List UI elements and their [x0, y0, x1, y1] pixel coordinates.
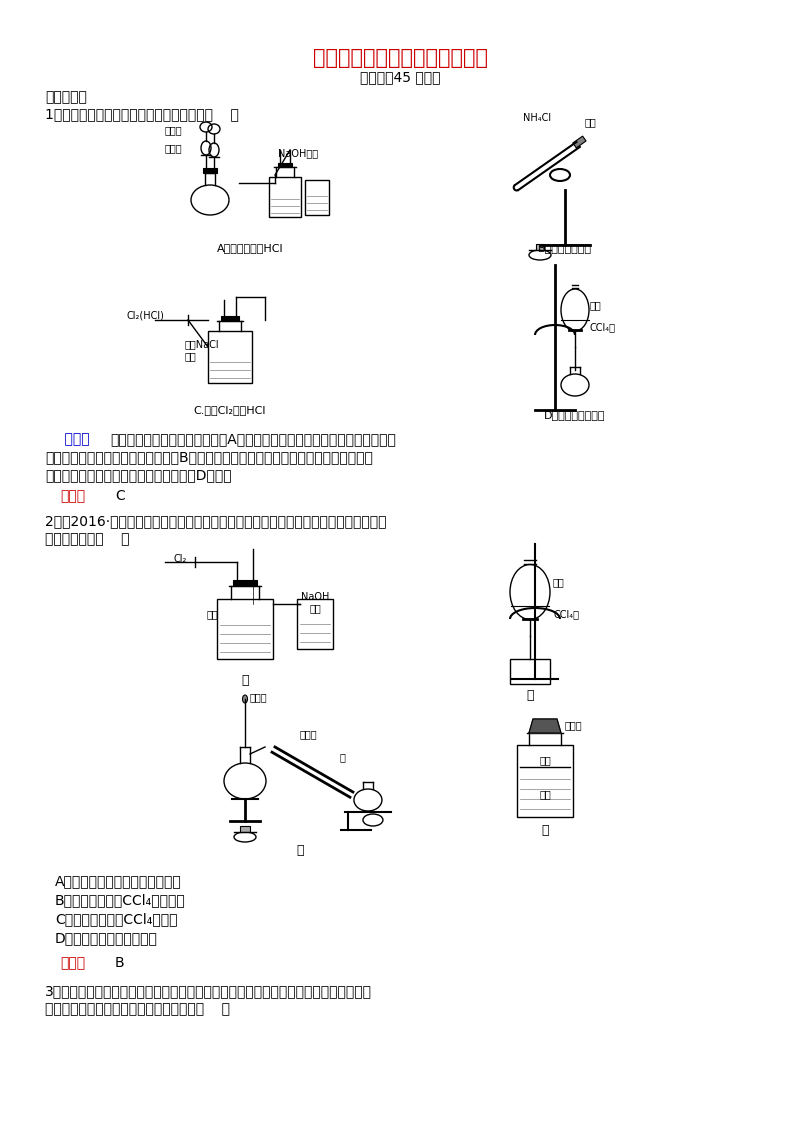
Text: 液硫酸: 液硫酸: [165, 125, 182, 135]
Text: NH₄Cl: NH₄Cl: [523, 113, 551, 123]
Text: 苯取液: 苯取液: [300, 729, 318, 739]
Text: B．实验室制氨气: B．实验室制氨气: [538, 243, 592, 252]
Text: B: B: [115, 957, 125, 970]
Text: 物质的制备、分离、提纯与检验: 物质的制备、分离、提纯与检验: [313, 48, 487, 68]
Bar: [217, 599, 273, 659]
Text: NaOH溶液: NaOH溶液: [278, 148, 318, 158]
Text: 又生成氯化铵，所以得不到氨气，故B错误；分离沸点不同的液体混合物可以采用蒸馏的: 又生成氯化铵，所以得不到氨气，故B错误；分离沸点不同的液体混合物可以采用蒸馏的: [45, 451, 373, 464]
Text: 实验目的的是（    ）: 实验目的的是（ ）: [45, 532, 130, 546]
Text: CCl₄层: CCl₄层: [590, 321, 616, 332]
Text: 水层: 水层: [553, 577, 565, 588]
Text: B．用装置乙分离CCl₄层和水层: B．用装置乙分离CCl₄层和水层: [55, 893, 186, 907]
Text: 一、选择题: 一、选择题: [45, 91, 87, 104]
Text: 棉花: 棉花: [584, 117, 596, 127]
Text: 解析：: 解析：: [45, 432, 90, 446]
Text: 乙: 乙: [526, 689, 534, 702]
Bar: [573, 136, 586, 148]
Text: 水: 水: [340, 752, 346, 762]
Text: 溶液倒吸导致得不到氯化氢，故A错误；氯化铵加热时分解，冷却时在导管口: 溶液倒吸导致得不到氯化氢，故A错误；氯化铵加热时分解，冷却时在导管口: [110, 432, 396, 446]
Text: 答案：: 答案：: [60, 489, 85, 503]
Text: （限时：45 分钟）: （限时：45 分钟）: [360, 70, 440, 84]
Text: NaOH
溶液: NaOH 溶液: [301, 592, 329, 614]
Text: C.除去Cl₂中的HCl: C.除去Cl₂中的HCl: [194, 405, 266, 415]
Bar: [269, 177, 301, 217]
Text: 答案：: 答案：: [60, 957, 85, 970]
Text: 橡皮塞: 橡皮塞: [565, 720, 582, 730]
Text: 液溴: 液溴: [539, 789, 551, 799]
Text: 丁: 丁: [542, 824, 549, 837]
Text: 饱和NaCl
溶液: 饱和NaCl 溶液: [185, 340, 220, 361]
Text: C: C: [115, 489, 125, 503]
Bar: [208, 331, 252, 383]
Bar: [517, 745, 573, 817]
Text: Cl₂: Cl₂: [174, 554, 186, 564]
Text: 水层: 水层: [590, 300, 602, 310]
Text: 1．利用下列实验装置能完成相应实验的是（    ）: 1．利用下列实验装置能完成相应实验的是（ ）: [45, 108, 239, 121]
Text: 下列图示对应的装置合理、操作规范的是（    ）: 下列图示对应的装置合理、操作规范的是（ ）: [45, 1002, 230, 1017]
Text: D．用仪器丁长期贮存液溴: D．用仪器丁长期贮存液溴: [55, 931, 158, 945]
Bar: [536, 245, 544, 250]
Text: A．制取并收集HCl: A．制取并收集HCl: [217, 243, 283, 252]
Text: 液盐酸: 液盐酸: [165, 143, 182, 153]
Bar: [278, 163, 292, 168]
Text: Cl₂(HCl): Cl₂(HCl): [126, 310, 164, 320]
Text: 3．从海带中制取单质碘需要经过灼烧、溶解、过滤、氧化、萃取、分液、蒸馏等操作。: 3．从海带中制取单质碘需要经过灼烧、溶解、过滤、氧化、萃取、分液、蒸馏等操作。: [45, 984, 372, 998]
Bar: [221, 316, 239, 321]
Text: 废液: 废液: [207, 609, 218, 619]
Text: D．分离液体混合物: D．分离液体混合物: [544, 410, 606, 420]
Bar: [240, 826, 250, 832]
Text: A．用装置甲氧化废液中的溴化氢: A．用装置甲氧化废液中的溴化氢: [55, 874, 182, 887]
Text: CCl₄层: CCl₄层: [553, 609, 579, 619]
Text: 温度计: 温度计: [250, 692, 268, 702]
Text: 2．（2016·西安八校联考）实验室从含溴化氢的废液中提取溴单质，下列说法中能达到: 2．（2016·西安八校联考）实验室从含溴化氢的废液中提取溴单质，下列说法中能达…: [45, 514, 386, 528]
Bar: [297, 599, 333, 649]
Bar: [203, 168, 217, 173]
Text: 方法，温度计水银球应该在支管口处，故D错误。: 方法，温度计水银球应该在支管口处，故D错误。: [45, 468, 232, 482]
Text: 丙: 丙: [296, 844, 304, 857]
Text: 水封: 水封: [539, 755, 551, 765]
Text: C．用装置丙分离CCl₄和液溴: C．用装置丙分离CCl₄和液溴: [55, 912, 178, 926]
Bar: [233, 580, 257, 586]
Text: 甲: 甲: [242, 674, 249, 687]
Ellipse shape: [242, 695, 247, 703]
Bar: [305, 180, 329, 215]
Polygon shape: [529, 719, 561, 734]
Bar: [510, 659, 550, 684]
